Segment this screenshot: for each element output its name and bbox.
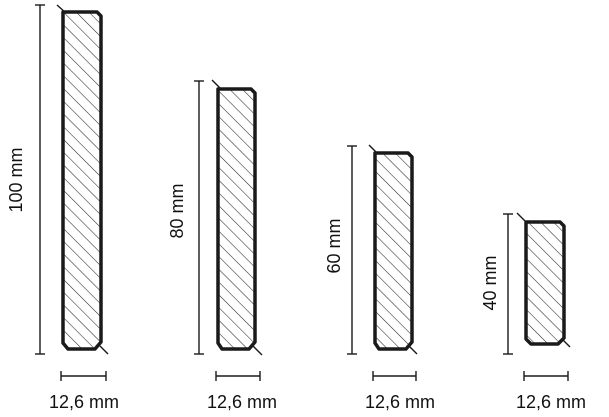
width-label: 12,6 mm [207, 392, 277, 412]
profile-cross-section [61, 10, 103, 351]
width-label: 12,6 mm [516, 392, 586, 412]
profile-bottom-hook [99, 345, 109, 355]
width-label: 12,6 mm [365, 392, 435, 412]
width-label: 12,6 mm [49, 392, 119, 412]
profile-bottom-hook [408, 345, 418, 355]
height-label: 40 mm [480, 255, 500, 310]
profile-40mm: 40 mm 12,6 mm [480, 212, 586, 412]
profile-100mm: 100 mm 12,6 mm [6, 4, 119, 412]
profile-cross-section [216, 87, 257, 351]
profile-60mm: 60 mm 12,6 mm [324, 144, 435, 412]
height-label: 100 mm [6, 147, 26, 212]
profile-cross-section [524, 220, 566, 346]
profile-top-hook [516, 212, 526, 222]
profile-bottom-hook [252, 345, 263, 356]
height-label: 60 mm [324, 218, 344, 273]
profile-cross-section [373, 151, 414, 351]
height-label: 80 mm [167, 183, 187, 238]
profile-80mm: 80 mm 12,6 mm [167, 79, 277, 412]
